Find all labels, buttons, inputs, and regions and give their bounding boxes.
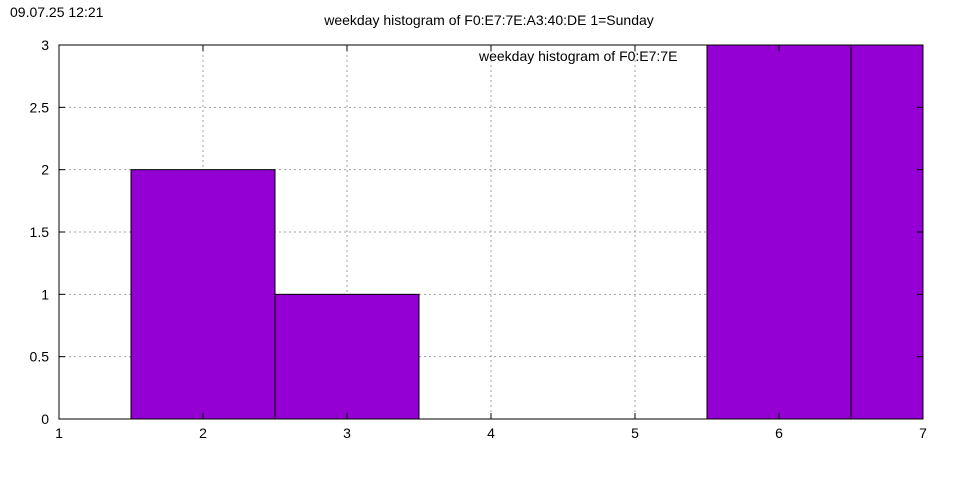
- x-tick-label: 3: [343, 425, 351, 441]
- chart-title: weekday histogram of F0:E7:7E:A3:40:DE 1…: [324, 12, 654, 28]
- x-tick-label: 4: [487, 425, 495, 441]
- y-tick-label: 0: [41, 411, 49, 427]
- y-tick-label: 2: [41, 162, 49, 178]
- y-tick-label: 0.5: [30, 349, 50, 365]
- y-tick-label: 1.5: [30, 224, 50, 240]
- timestamp-label: 09.07.25 12:21: [10, 4, 104, 20]
- legend-label: weekday histogram of F0:E7:7E: [478, 48, 677, 64]
- x-tick-label: 7: [919, 425, 927, 441]
- y-tick-label: 1: [41, 286, 49, 302]
- x-tick-label: 5: [631, 425, 639, 441]
- histogram-bar: [706, 44, 852, 420]
- x-tick-label: 6: [775, 425, 783, 441]
- x-tick-label: 2: [199, 425, 207, 441]
- y-tick-label: 2.5: [30, 99, 50, 115]
- histogram-bar: [850, 44, 924, 420]
- histogram-bar: [274, 293, 420, 420]
- y-tick-label: 3: [41, 37, 49, 53]
- histogram-bar: [130, 169, 276, 420]
- x-tick-label: 1: [55, 425, 63, 441]
